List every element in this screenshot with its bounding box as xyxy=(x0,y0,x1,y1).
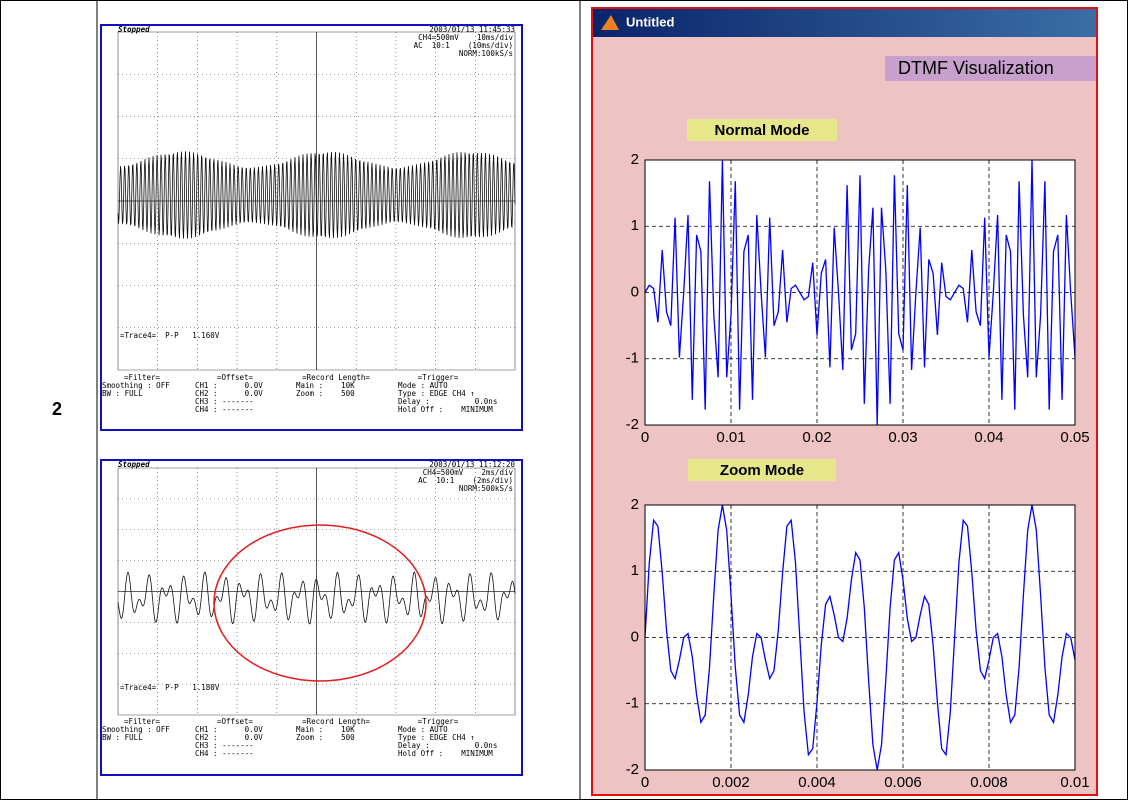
scope-setting: NORM:500kS/s xyxy=(459,484,513,493)
row-label: 2 xyxy=(52,399,62,419)
y-tick-label: -1 xyxy=(626,350,639,367)
scope-status: Stopped xyxy=(118,25,150,34)
window-title: Untitled xyxy=(626,14,674,29)
x-tick-label: 0 xyxy=(641,429,649,446)
screen: 2 Untitled DTMF Visualization Normal Mod… xyxy=(0,0,1128,800)
x-tick-label: 0 xyxy=(641,774,649,791)
x-tick-label: 0.05 xyxy=(1060,429,1089,446)
scope-status: Stopped xyxy=(118,460,150,469)
x-tick-label: 0.02 xyxy=(802,429,831,446)
footer-line: Zoom : 500 xyxy=(296,733,355,742)
y-tick-label: -2 xyxy=(626,761,639,778)
scope-measurement: =Trace4= P-P 1.160V xyxy=(120,331,220,340)
y-tick-label: 1 xyxy=(631,217,639,234)
y-tick-label: 0 xyxy=(631,628,639,645)
x-tick-label: 0.01 xyxy=(716,429,745,446)
x-tick-label: 0.03 xyxy=(888,429,917,446)
footer-line: CH4 : ------- xyxy=(195,749,254,758)
y-tick-label: 0 xyxy=(631,283,639,300)
mode-label: Normal Mode xyxy=(714,122,809,139)
footer-line: BW : FULL xyxy=(102,733,143,742)
x-tick-label: 0.004 xyxy=(798,774,836,791)
y-tick-label: -2 xyxy=(626,416,639,433)
footer-line: CH4 : ------- xyxy=(195,405,254,414)
page: 2 Untitled DTMF Visualization Normal Mod… xyxy=(0,0,1128,800)
footer-line: Hold Off : MINIMUM xyxy=(398,749,493,758)
x-tick-label: 0.01 xyxy=(1060,774,1089,791)
footer-line: Zoom : 500 xyxy=(296,389,355,398)
footer-line: Hold Off : MINIMUM xyxy=(398,405,493,414)
scope-setting: NORM:100kS/s xyxy=(459,49,513,58)
scope-measurement: =Trace4= P-P 1.180V xyxy=(120,683,220,692)
x-tick-label: 0.002 xyxy=(712,774,750,791)
y-tick-label: 2 xyxy=(631,496,639,513)
footer-line: BW : FULL xyxy=(102,389,143,398)
y-tick-label: 2 xyxy=(631,151,639,168)
x-tick-label: 0.006 xyxy=(884,774,922,791)
x-tick-label: 0.008 xyxy=(970,774,1008,791)
y-tick-label: 1 xyxy=(631,562,639,579)
mode-label: Zoom Mode xyxy=(720,462,804,479)
x-tick-label: 0.04 xyxy=(974,429,1003,446)
y-tick-label: -1 xyxy=(626,695,639,712)
figure-title: DTMF Visualization xyxy=(898,58,1054,78)
